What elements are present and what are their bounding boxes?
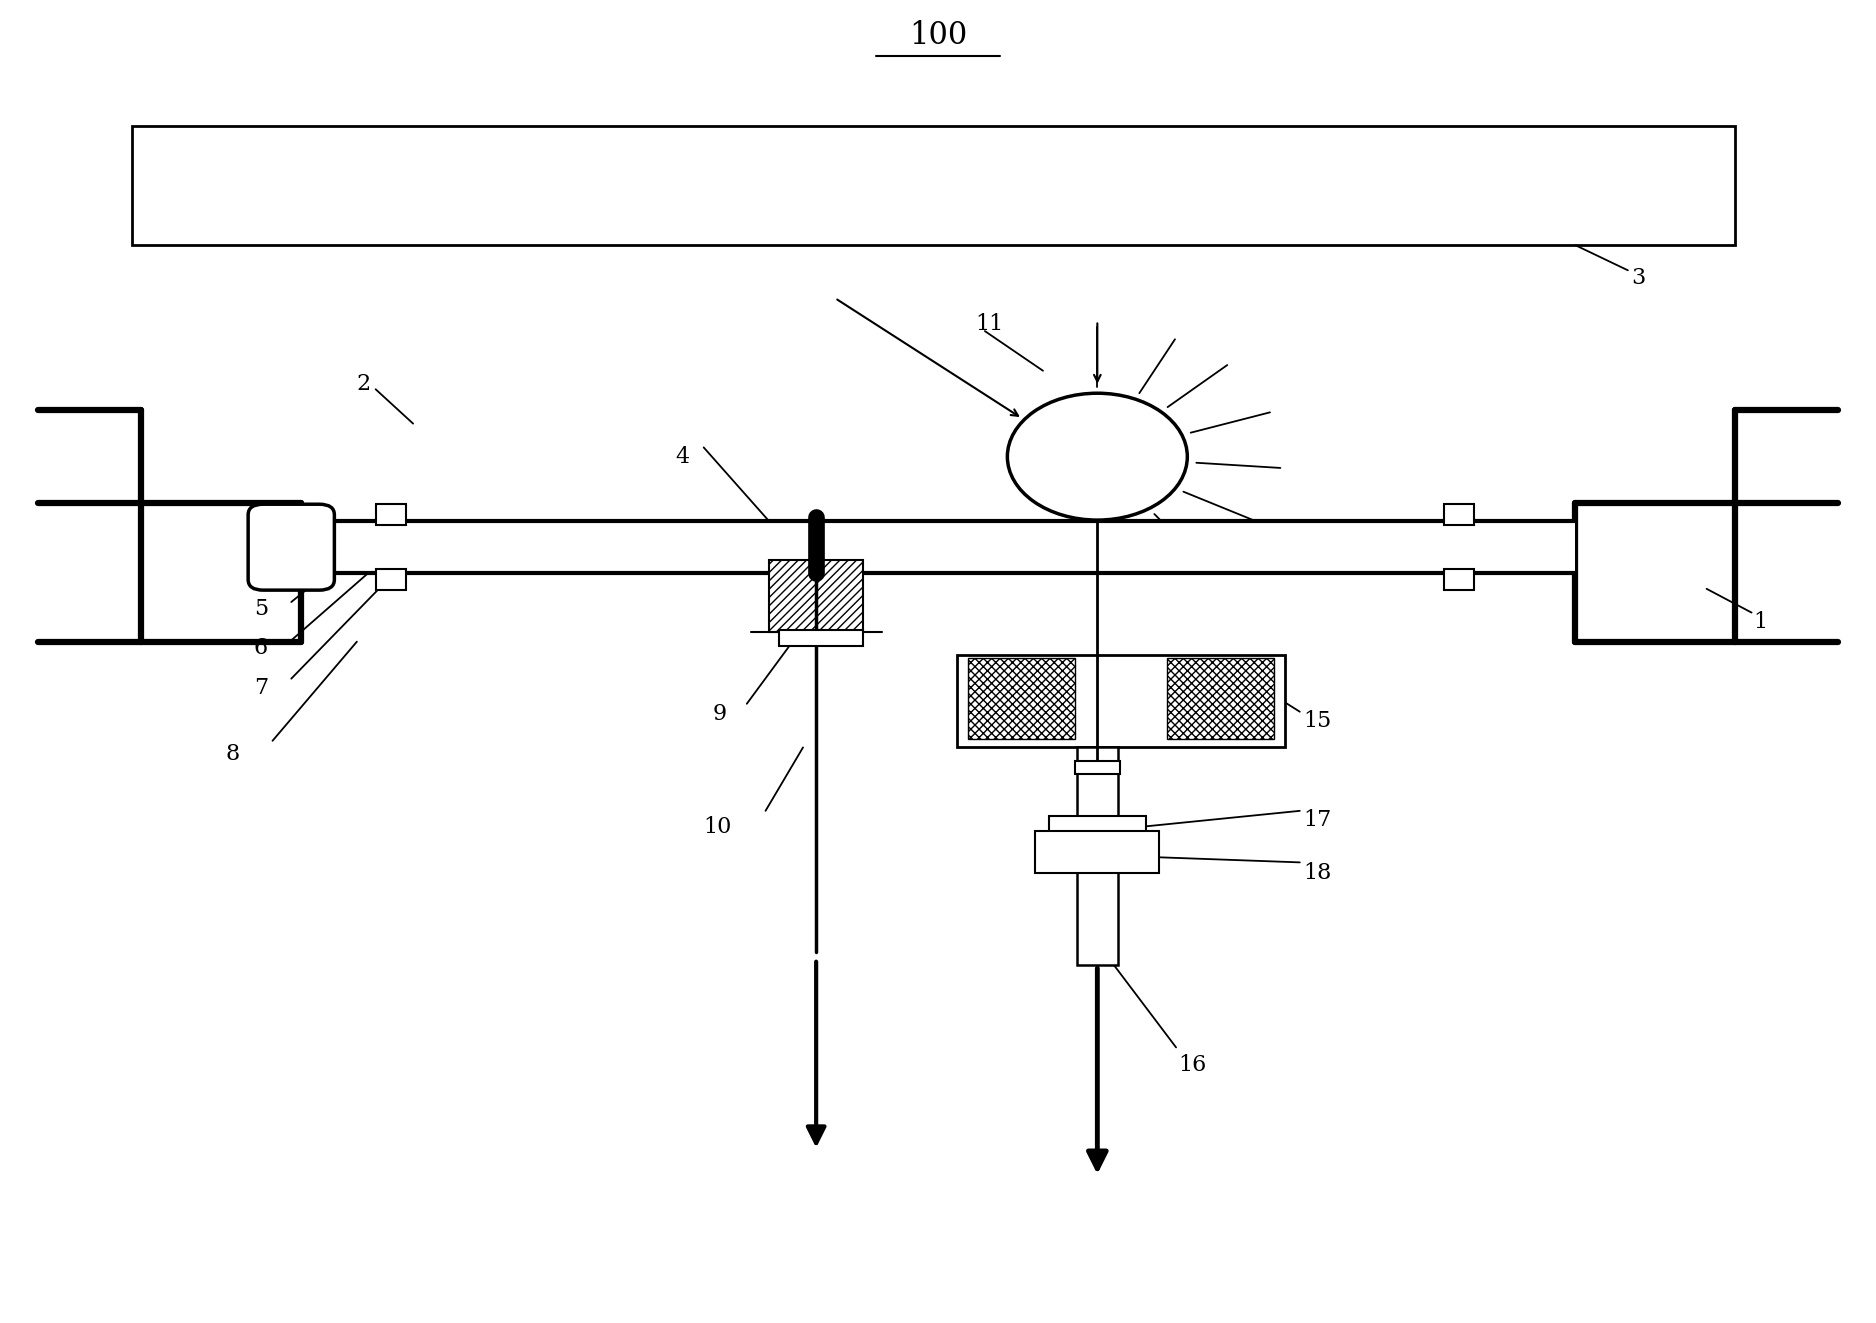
Text: 3: 3 [1632,267,1645,290]
Text: 4: 4 [675,446,690,467]
Text: 15: 15 [1304,710,1332,732]
Bar [1049,816,1146,833]
Text: 5: 5 [253,598,268,619]
Text: 6: 6 [253,638,268,659]
Bar [300,521,1576,573]
Bar [968,658,1075,740]
Bar [957,655,1285,747]
Text: 9: 9 [713,704,728,725]
Bar [1075,761,1120,774]
Text: 10: 10 [704,816,732,837]
Bar [769,560,863,632]
Text: 8: 8 [225,744,240,765]
Bar [1077,747,1118,966]
Text: 17: 17 [1304,810,1332,831]
Circle shape [1007,393,1188,520]
Bar [375,504,405,525]
Bar [1445,504,1475,525]
Bar [1036,831,1159,873]
Bar [375,569,405,590]
Text: 7: 7 [253,677,268,699]
Text: 2: 2 [356,373,371,396]
Bar [1167,658,1274,740]
FancyBboxPatch shape [248,504,334,590]
Text: 16: 16 [1178,1053,1206,1076]
Text: 18: 18 [1304,863,1332,884]
Bar [1445,569,1475,590]
Bar [779,630,863,646]
Text: 100: 100 [908,20,968,50]
Text: 11: 11 [976,314,1004,336]
Bar [131,126,1735,245]
Text: 1: 1 [1754,611,1767,632]
